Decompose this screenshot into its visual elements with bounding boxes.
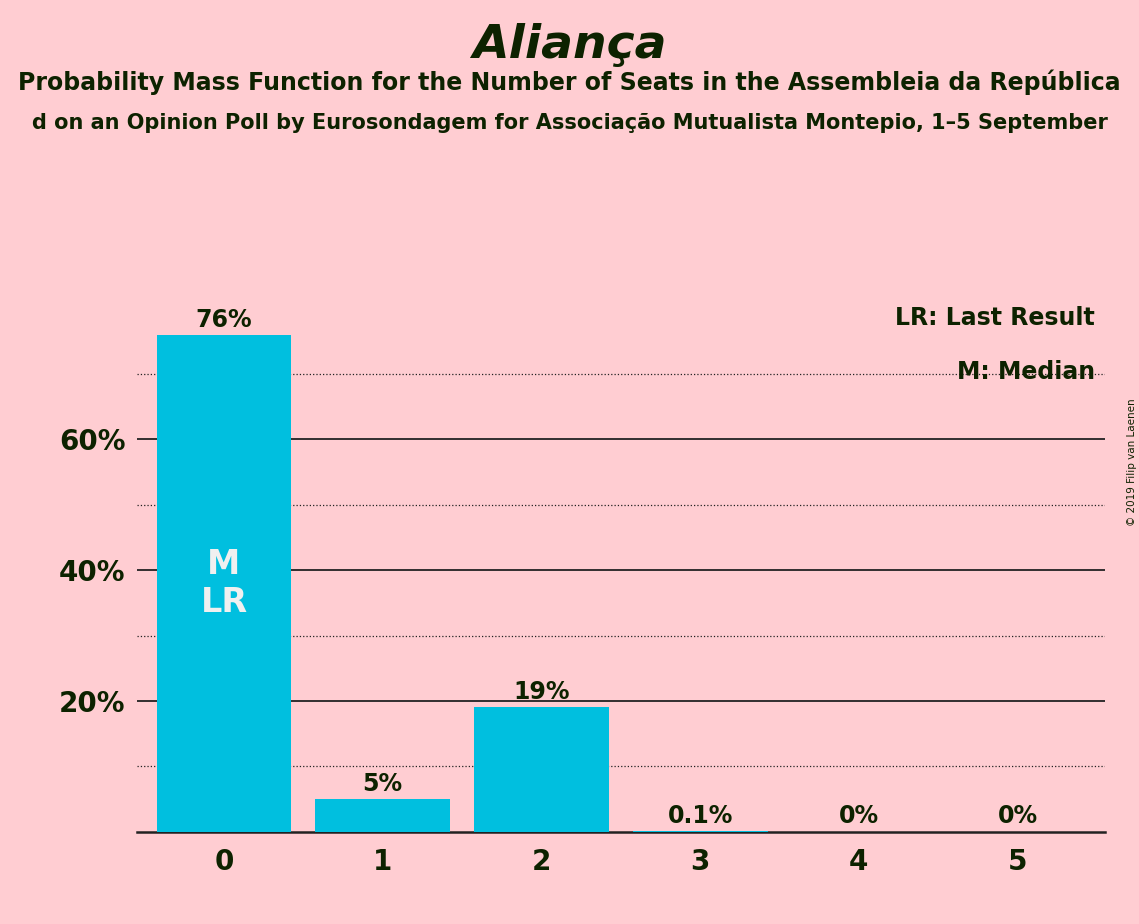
Text: M: Median: M: Median: [957, 360, 1095, 384]
Bar: [474, 708, 609, 832]
Text: 76%: 76%: [196, 308, 252, 332]
Text: 0%: 0%: [838, 804, 879, 828]
Text: 19%: 19%: [514, 680, 570, 704]
Text: Aliança: Aliança: [473, 23, 666, 68]
Text: M
LR: M LR: [200, 548, 247, 619]
Text: LR: Last Result: LR: Last Result: [895, 307, 1095, 331]
Text: 0%: 0%: [998, 804, 1038, 828]
Bar: [316, 799, 450, 832]
Text: © 2019 Filip van Laenen: © 2019 Filip van Laenen: [1126, 398, 1137, 526]
Bar: [156, 334, 292, 832]
Text: d on an Opinion Poll by Eurosondagem for Associação Mutualista Montepio, 1–5 Sep: d on an Opinion Poll by Eurosondagem for…: [32, 113, 1107, 133]
Text: 0.1%: 0.1%: [667, 804, 732, 828]
Text: Probability Mass Function for the Number of Seats in the Assembleia da República: Probability Mass Function for the Number…: [18, 69, 1121, 95]
Text: 5%: 5%: [362, 772, 403, 796]
